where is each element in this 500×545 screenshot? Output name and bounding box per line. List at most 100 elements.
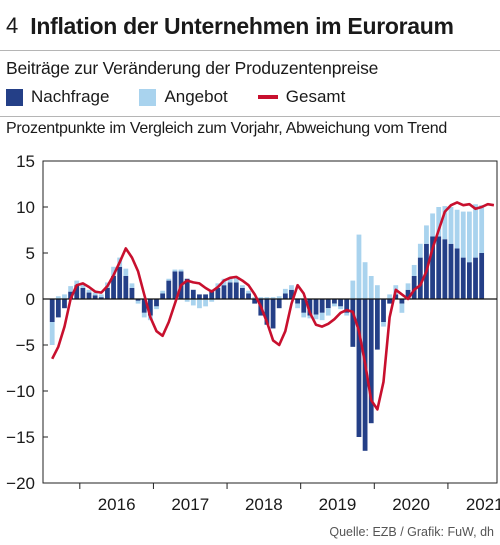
bar-angebot [246, 290, 251, 294]
figure-number: 4 [6, 13, 19, 38]
y-unit-label: Prozentpunkte im Vergleich zum Vorjahr, … [6, 120, 447, 137]
bar-angebot [197, 299, 202, 309]
bar-nachfrage [381, 299, 386, 322]
bar-nachfrage [264, 299, 270, 325]
bar-angebot [289, 285, 294, 290]
bar-nachfrage [362, 299, 368, 451]
legend-item-nachfrage: Nachfrage [6, 87, 109, 107]
plot-frame [42, 160, 498, 484]
bar-angebot [276, 296, 282, 299]
bar-angebot [172, 269, 178, 272]
bar-nachfrage [227, 282, 233, 299]
y-tick-label: −5 [16, 336, 35, 355]
bar-angebot [203, 299, 208, 307]
bar-nachfrage [92, 295, 98, 299]
bar-nachfrage [68, 291, 74, 299]
bar-nachfrage [221, 285, 227, 299]
legend: Nachfrage Angebot Gesamt [6, 86, 375, 108]
bar-nachfrage [430, 236, 435, 299]
bar-angebot [338, 306, 343, 310]
bar-angebot [270, 297, 276, 299]
bar-nachfrage [166, 280, 172, 299]
bar-angebot [111, 266, 116, 276]
legend-label-gesamt: Gesamt [285, 87, 346, 106]
bar-nachfrage [117, 266, 123, 299]
bar-angebot [135, 300, 141, 304]
bar-nachfrage [479, 253, 485, 299]
y-tick-label: −20 [6, 474, 35, 493]
bar-angebot [325, 308, 331, 316]
bar-nachfrage [374, 299, 380, 350]
legend-item-gesamt: Gesamt [257, 87, 346, 107]
source-note: Quelle: EZB / Grafik: FuW, dh [329, 525, 494, 539]
bar-angebot [430, 213, 435, 237]
bar-nachfrage [252, 299, 258, 304]
bar-angebot [356, 234, 362, 299]
x-tick-label: 2019 [319, 495, 357, 514]
bar-angebot [417, 243, 423, 258]
chart-subtitle: Beiträge zur Veränderung der Produzenten… [6, 58, 379, 78]
bar-nachfrage [62, 299, 67, 309]
title-row: 4 Inflation der Unternehmen im Euroraum [6, 6, 454, 46]
bar-nachfrage [197, 294, 202, 299]
bar-angebot [252, 297, 258, 299]
y-tick-label: −10 [6, 382, 35, 401]
bar-nachfrage [98, 297, 104, 299]
bar-angebot [86, 289, 92, 293]
bar-nachfrage [160, 293, 166, 299]
bar-angebot [344, 312, 350, 316]
y-tick-label: −15 [6, 428, 35, 447]
bar-nachfrage [393, 294, 399, 299]
bar-angebot [466, 211, 472, 263]
bar-nachfrage [49, 299, 55, 322]
bar-angebot [387, 294, 393, 299]
bar-nachfrage [473, 257, 478, 299]
bar-nachfrage [368, 299, 374, 424]
bar-nachfrage [301, 299, 307, 313]
bar-angebot [424, 225, 429, 244]
top-divider [0, 50, 500, 51]
bar-angebot [178, 269, 184, 272]
bar-angebot [350, 280, 356, 299]
bar-nachfrage [442, 239, 448, 299]
bar-angebot [460, 211, 466, 258]
bar-angebot [184, 299, 190, 302]
bar-angebot [55, 296, 61, 299]
x-tick-label: 2021 [466, 495, 500, 514]
bar-nachfrage [154, 299, 159, 307]
y-tick-label: 10 [16, 198, 35, 217]
bar-nachfrage [307, 299, 313, 316]
bar-nachfrage [74, 285, 80, 299]
y-tick-label: 15 [16, 152, 35, 171]
bar-nachfrage [55, 299, 61, 318]
bar-angebot [307, 315, 313, 319]
bar-nachfrage [460, 257, 466, 299]
line-gesamt [51, 201, 495, 411]
bar-angebot [258, 297, 264, 299]
bar-nachfrage [172, 271, 178, 299]
legend-swatch-gesamt [257, 95, 278, 99]
bar-nachfrage [105, 287, 110, 299]
bar-angebot [332, 303, 337, 307]
bar-nachfrage [350, 299, 356, 347]
bar-nachfrage [276, 299, 282, 309]
bar-angebot [368, 276, 374, 299]
bar-nachfrage [282, 293, 288, 299]
bar-angebot [98, 294, 104, 298]
bar-angebot [448, 207, 454, 244]
bar-angebot [362, 262, 368, 299]
bar-nachfrage [190, 289, 196, 299]
bar-angebot [399, 303, 405, 313]
chart-title: Inflation der Unternehmen im Euroraum [30, 12, 454, 39]
bar-angebot [454, 209, 460, 249]
bar-nachfrage [215, 287, 221, 299]
bar-nachfrage [417, 257, 423, 299]
legend-label-nachfrage: Nachfrage [31, 87, 110, 106]
bar-angebot [282, 288, 288, 294]
mid-divider [0, 116, 500, 117]
bar-angebot [68, 286, 74, 292]
bar-nachfrage [295, 299, 301, 304]
bar-angebot [436, 207, 442, 237]
y-tick-label: 5 [26, 244, 35, 263]
bar-nachfrage [184, 278, 190, 299]
